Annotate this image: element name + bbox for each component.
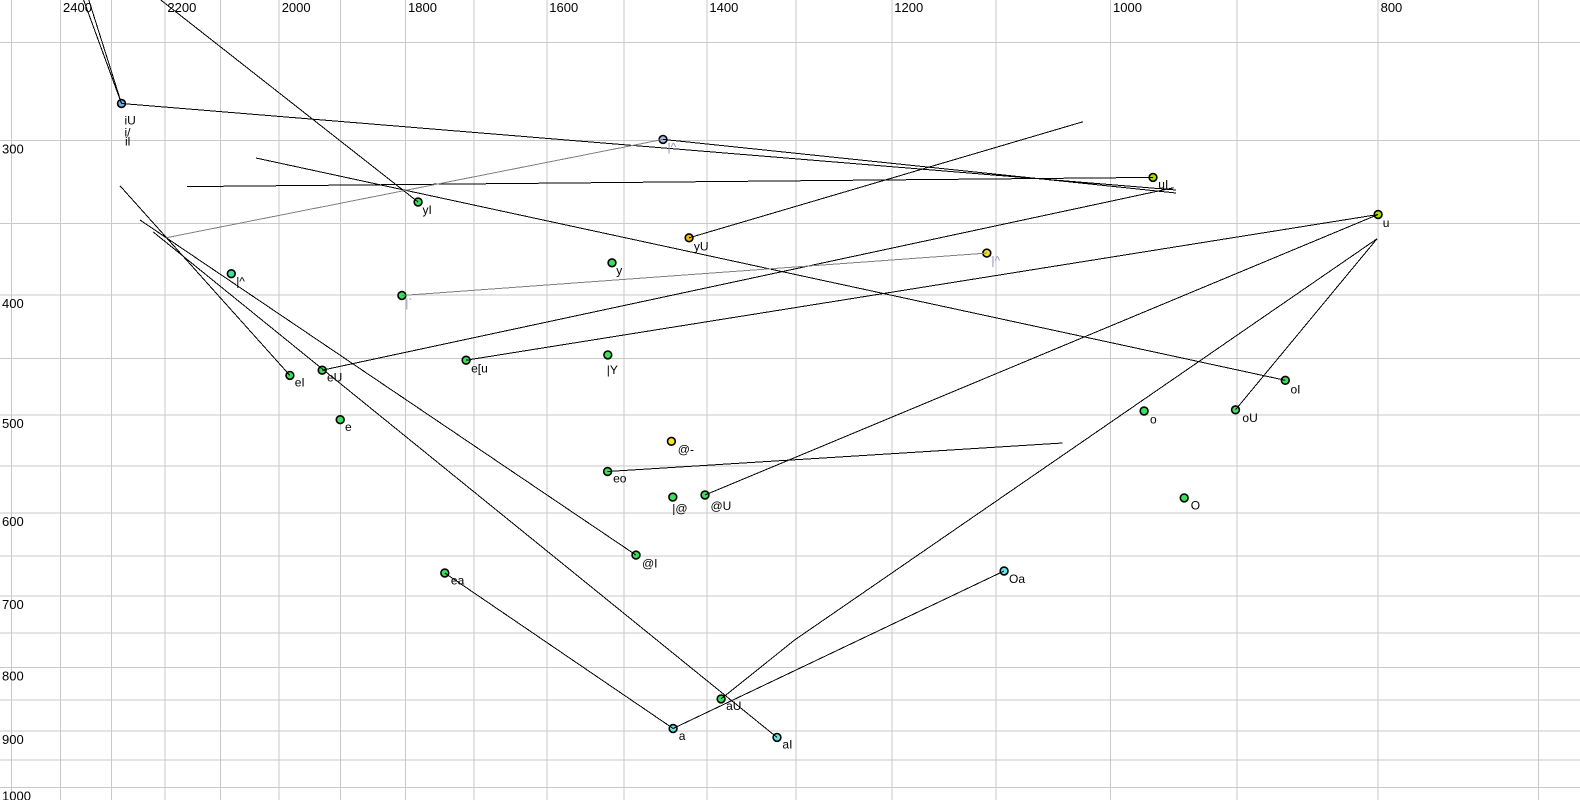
svg-text:Oa: Oa: [1009, 572, 1025, 586]
svg-text:|^: |^: [236, 275, 245, 289]
svg-text:e[u: e[u: [471, 362, 488, 376]
svg-text:2400: 2400: [63, 0, 92, 15]
svg-text:uI: uI: [1158, 178, 1168, 192]
svg-text:eo: eo: [613, 471, 627, 485]
svg-text:800: 800: [2, 669, 24, 684]
svg-text:|@: |@: [672, 502, 687, 516]
svg-text:2000: 2000: [282, 0, 311, 15]
svg-text:@U: @U: [711, 499, 732, 513]
svg-text:1200: 1200: [894, 0, 923, 15]
svg-text:iU: iU: [125, 114, 136, 128]
svg-text:300: 300: [2, 141, 24, 156]
svg-text:yI: yI: [423, 203, 432, 217]
svg-text:|`: |`: [405, 296, 412, 310]
svg-text:1600: 1600: [549, 0, 578, 15]
svg-text:O: O: [1191, 499, 1200, 513]
svg-text:500: 500: [2, 416, 24, 431]
svg-text:il: il: [125, 135, 130, 149]
svg-text:1800: 1800: [408, 0, 437, 15]
svg-text:aU: aU: [726, 699, 741, 713]
svg-text:400: 400: [2, 296, 24, 311]
svg-text:|^: |^: [991, 254, 1000, 268]
svg-text:|Y: |Y: [607, 363, 618, 377]
svg-text:@-: @-: [678, 442, 694, 456]
svg-text:600: 600: [2, 514, 24, 529]
svg-text:900: 900: [2, 732, 24, 747]
svg-text:1000: 1000: [2, 789, 31, 801]
svg-text:oI: oI: [1291, 383, 1301, 397]
svg-text:800: 800: [1381, 0, 1403, 15]
svg-text:eU: eU: [327, 371, 342, 385]
svg-text:|^: |^: [668, 140, 677, 154]
svg-text:oU: oU: [1242, 411, 1257, 425]
svg-text:i/: i/: [125, 126, 132, 140]
svg-text:u: u: [1383, 216, 1390, 230]
svg-text:y: y: [616, 264, 622, 278]
svg-text:e: e: [345, 420, 352, 434]
svg-text:yU: yU: [694, 240, 709, 254]
svg-text:1400: 1400: [709, 0, 738, 15]
svg-text:1000: 1000: [1113, 0, 1142, 15]
svg-text:aI: aI: [782, 737, 792, 751]
svg-text:2200: 2200: [167, 0, 196, 15]
svg-text:a: a: [679, 729, 686, 743]
svg-text:700: 700: [2, 597, 24, 612]
svg-text:eI: eI: [295, 376, 305, 390]
svg-text:@I: @I: [642, 557, 658, 571]
svg-text:o: o: [1150, 413, 1157, 427]
svg-text:ea: ea: [451, 574, 465, 588]
